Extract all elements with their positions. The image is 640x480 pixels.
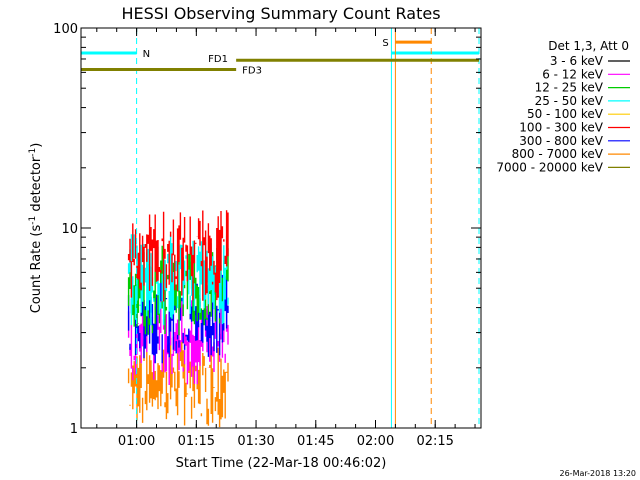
- x-tick-label: 02:15: [416, 434, 453, 449]
- series-trace: [127, 210, 229, 302]
- x-tick-label: 01:00: [118, 434, 155, 449]
- legend-label: 300 - 800 keV: [519, 134, 603, 148]
- legend-label: 100 - 300 keV: [519, 121, 603, 135]
- y-axis-label-sup1: -1: [28, 216, 38, 225]
- legend-label: 800 - 7000 keV: [512, 147, 604, 161]
- legend-label: 25 - 50 keV: [535, 94, 604, 108]
- legend-label: 6 - 12 keV: [542, 67, 604, 81]
- y-tick-label: 100: [53, 22, 78, 37]
- x-tick-label: 01:30: [237, 434, 274, 449]
- legend-label: 7000 - 20000 keV: [496, 160, 603, 174]
- legend-title: Det 1,3, Att 0: [548, 39, 629, 53]
- x-tick-label: 02:00: [357, 434, 394, 449]
- x-tick-label: 01:45: [297, 434, 334, 449]
- y-axis-label-end: ): [29, 143, 44, 148]
- saa-label: S: [382, 38, 388, 49]
- night-label: N: [143, 49, 150, 60]
- fd3-label: FD3: [242, 66, 262, 77]
- y-axis-label: Count Rate (s-1 detector-1): [28, 143, 44, 314]
- y-axis-label-sup2: -1: [28, 148, 38, 157]
- series-trace: [127, 337, 229, 428]
- chart-title: HESSI Observing Summary Count Rates: [121, 4, 440, 23]
- x-tick-label: 01:15: [178, 434, 215, 449]
- y-axis-label-mid: detector: [29, 156, 44, 216]
- legend-label: 50 - 100 keV: [527, 107, 604, 121]
- legend-label: 3 - 6 keV: [550, 54, 604, 68]
- x-axis-label: Start Time (22-Mar-18 00:46:02): [176, 456, 387, 471]
- data-layer: [127, 210, 229, 428]
- legend-label: 12 - 25 keV: [535, 81, 604, 95]
- y-tick-label: 10: [61, 222, 78, 237]
- fd1-label: FD1: [208, 54, 228, 65]
- axis-layer: 01:00 01:15 01:30 01:45 02:00 02:15 1 10 100: [53, 22, 481, 449]
- footer-date: 26-Mar-2018 13:20: [560, 469, 637, 478]
- y-tick-label: 1: [70, 422, 78, 437]
- y-axis-label-main: Count Rate (s: [29, 225, 44, 314]
